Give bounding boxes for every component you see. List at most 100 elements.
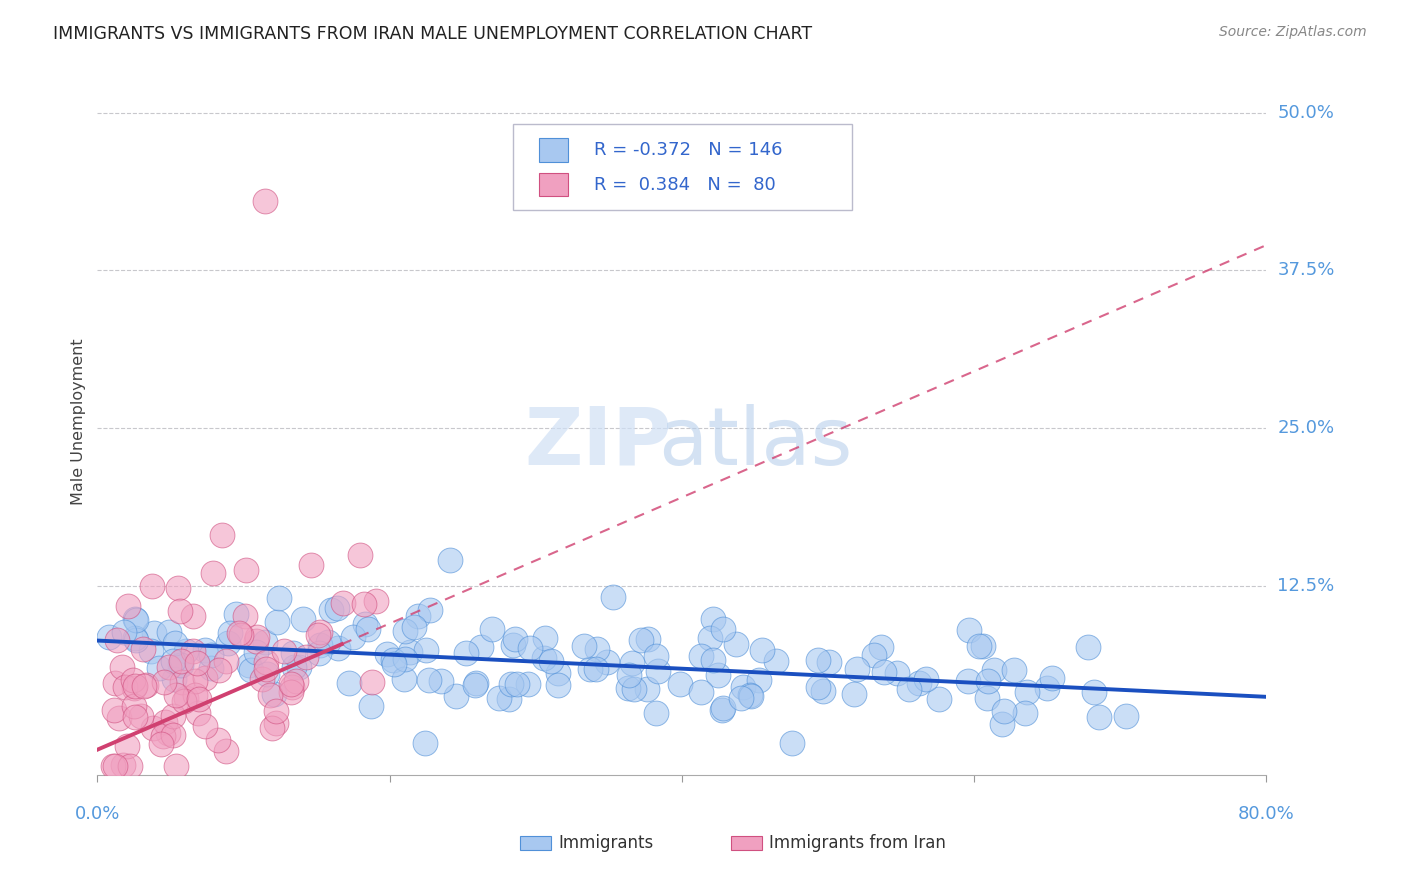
Point: [112, 624, 135, 639]
Text: 12.5%: 12.5%: [1278, 577, 1334, 595]
Point: [886, 666, 908, 681]
Point: [281, 680, 304, 694]
Point: [291, 612, 314, 626]
Point: [869, 640, 891, 654]
Point: [211, 528, 233, 542]
Point: [419, 602, 441, 616]
Point: [1115, 709, 1137, 723]
Text: Immigrants from Iran: Immigrants from Iran: [769, 834, 946, 852]
Point: [725, 637, 748, 651]
Point: [162, 728, 184, 742]
Point: [280, 684, 302, 698]
Point: [1077, 640, 1099, 654]
Point: [108, 711, 131, 725]
Point: [308, 646, 330, 660]
Point: [332, 596, 354, 610]
Point: [122, 698, 145, 713]
Point: [533, 631, 555, 645]
Point: [547, 665, 569, 680]
Point: [187, 706, 209, 720]
Point: [124, 679, 146, 693]
Point: [519, 641, 541, 656]
Point: [488, 690, 510, 705]
Point: [375, 648, 398, 662]
Point: [738, 688, 761, 702]
Point: [413, 736, 436, 750]
Point: [129, 708, 152, 723]
Point: [498, 692, 520, 706]
Point: [399, 645, 422, 659]
Point: [983, 664, 1005, 678]
Point: [117, 739, 139, 753]
Point: [157, 726, 180, 740]
Point: [807, 653, 830, 667]
Point: [155, 714, 177, 729]
Point: [250, 672, 273, 686]
Text: Immigrants: Immigrants: [558, 834, 654, 852]
Text: 37.5%: 37.5%: [1278, 261, 1334, 279]
Point: [418, 673, 440, 688]
Point: [194, 671, 217, 685]
Point: [254, 662, 277, 676]
Point: [165, 689, 187, 703]
Point: [103, 703, 125, 717]
Point: [169, 604, 191, 618]
Point: [361, 674, 384, 689]
Point: [464, 678, 486, 692]
Point: [162, 709, 184, 723]
Point: [382, 657, 405, 671]
Point: [517, 676, 540, 690]
Point: [807, 680, 830, 694]
Point: [406, 609, 429, 624]
Point: [957, 623, 980, 637]
Point: [105, 632, 128, 647]
Point: [132, 679, 155, 693]
Point: [381, 652, 404, 666]
Point: [872, 665, 894, 679]
Point: [1002, 663, 1025, 677]
Point: [264, 705, 287, 719]
Y-axis label: Male Unemployment: Male Unemployment: [72, 338, 86, 505]
Point: [207, 733, 229, 747]
Point: [124, 710, 146, 724]
Point: [1014, 706, 1036, 720]
Point: [299, 558, 322, 573]
Point: [326, 641, 349, 656]
Point: [218, 625, 240, 640]
Point: [647, 664, 669, 678]
Point: [148, 661, 170, 675]
Point: [699, 631, 721, 645]
Point: [165, 635, 187, 649]
Point: [325, 600, 347, 615]
Point: [162, 654, 184, 668]
Point: [132, 642, 155, 657]
Point: [104, 676, 127, 690]
Point: [621, 657, 644, 671]
Point: [818, 655, 841, 669]
Point: [751, 643, 773, 657]
Point: [215, 744, 238, 758]
Point: [342, 630, 364, 644]
Point: [245, 645, 267, 659]
Point: [956, 673, 979, 688]
Point: [364, 594, 387, 608]
Point: [394, 624, 416, 638]
Point: [1087, 709, 1109, 723]
Point: [150, 737, 173, 751]
Point: [394, 652, 416, 666]
Point: [1017, 684, 1039, 698]
Point: [184, 674, 207, 689]
Point: [811, 683, 834, 698]
Point: [141, 579, 163, 593]
Point: [240, 664, 263, 678]
Point: [394, 673, 416, 687]
Point: [731, 680, 754, 694]
Point: [702, 653, 724, 667]
Point: [235, 563, 257, 577]
Point: [415, 643, 437, 657]
Point: [169, 657, 191, 672]
Point: [503, 632, 526, 647]
Point: [465, 676, 488, 690]
Point: [862, 648, 884, 662]
Point: [470, 640, 492, 655]
